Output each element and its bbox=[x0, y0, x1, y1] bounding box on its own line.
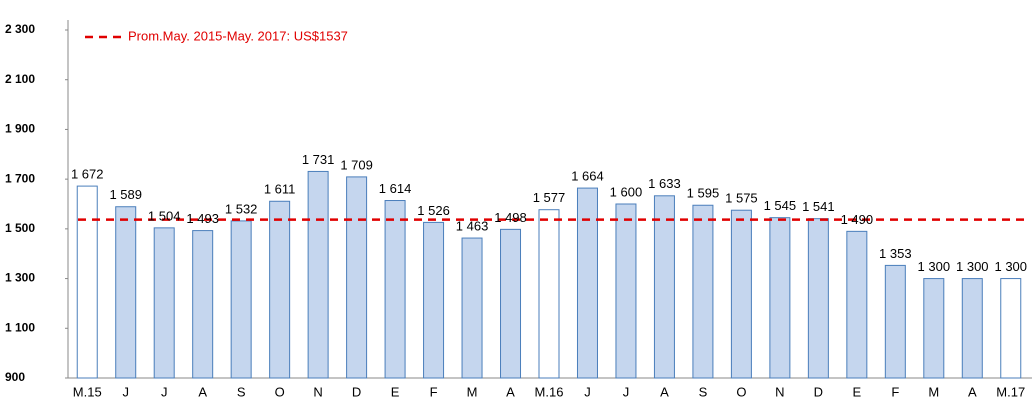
bar bbox=[461, 237, 483, 379]
value-label: 1 611 bbox=[264, 182, 296, 197]
y-tick-label: 1 700 bbox=[5, 171, 35, 185]
bar bbox=[692, 204, 714, 379]
y-tick-label: 1 100 bbox=[5, 320, 35, 334]
x-tick-label: J bbox=[623, 384, 630, 399]
value-label: 1 545 bbox=[764, 198, 797, 213]
x-tick-label: F bbox=[430, 384, 438, 399]
legend-label: Prom.May. 2015-May. 2017: US$1537 bbox=[128, 28, 348, 43]
value-label: 1 490 bbox=[841, 212, 874, 227]
value-label: 1 731 bbox=[302, 152, 335, 167]
bar bbox=[384, 200, 406, 379]
x-tick-label: S bbox=[237, 384, 246, 399]
x-tick-label: E bbox=[391, 384, 400, 399]
bar bbox=[423, 221, 445, 379]
bar bbox=[192, 230, 214, 379]
y-tick-label: 900 bbox=[5, 370, 25, 384]
x-tick-label: M bbox=[467, 384, 478, 399]
y-tick-label: 1 500 bbox=[5, 221, 35, 235]
bar bbox=[615, 203, 637, 379]
y-tick-label: 1 900 bbox=[5, 122, 35, 136]
bar bbox=[846, 230, 868, 379]
bar bbox=[769, 217, 791, 379]
value-label: 1 300 bbox=[956, 259, 989, 274]
y-tick-label: 1 300 bbox=[5, 271, 35, 285]
value-label: 1 498 bbox=[494, 210, 527, 225]
x-tick-label: J bbox=[161, 384, 168, 399]
bar bbox=[538, 209, 560, 379]
bar bbox=[576, 187, 598, 379]
bar bbox=[961, 278, 983, 379]
value-label: 1 504 bbox=[148, 208, 181, 223]
x-tick-label: A bbox=[506, 384, 515, 399]
bar bbox=[1000, 278, 1022, 379]
value-label: 1 672 bbox=[71, 167, 104, 182]
bar bbox=[923, 278, 945, 379]
y-tick-label: 2 300 bbox=[5, 22, 35, 36]
x-tick-label: A bbox=[198, 384, 207, 399]
value-label: 1 577 bbox=[533, 190, 566, 205]
x-tick-label: F bbox=[891, 384, 899, 399]
bar bbox=[730, 209, 752, 379]
bar bbox=[807, 218, 829, 379]
value-label: 1 526 bbox=[417, 203, 450, 218]
value-label: 1 353 bbox=[879, 246, 912, 261]
x-tick-label: N bbox=[775, 384, 784, 399]
x-tick-label: D bbox=[814, 384, 823, 399]
x-tick-label: M bbox=[928, 384, 939, 399]
bar bbox=[115, 206, 137, 379]
bar bbox=[884, 264, 906, 379]
x-tick-label: O bbox=[275, 384, 285, 399]
x-tick-label: M.15 bbox=[73, 384, 102, 399]
value-label: 1 575 bbox=[725, 191, 758, 206]
bar bbox=[307, 170, 329, 379]
x-tick-label: J bbox=[584, 384, 591, 399]
bar bbox=[500, 228, 522, 379]
value-label: 1 633 bbox=[648, 176, 681, 191]
x-tick-label: M.16 bbox=[535, 384, 564, 399]
bar bbox=[269, 200, 291, 379]
x-tick-label: J bbox=[122, 384, 129, 399]
y-tick-label: 2 100 bbox=[5, 72, 35, 86]
x-tick-label: A bbox=[968, 384, 977, 399]
x-tick-label: M.17 bbox=[996, 384, 1025, 399]
value-label: 1 300 bbox=[994, 259, 1027, 274]
bar bbox=[653, 195, 675, 379]
value-label: 1 595 bbox=[687, 186, 720, 201]
x-tick-label: N bbox=[313, 384, 322, 399]
bar bbox=[230, 220, 252, 379]
value-label: 1 600 bbox=[610, 184, 643, 199]
value-label: 1 709 bbox=[340, 157, 373, 172]
value-label: 1 532 bbox=[225, 201, 258, 216]
value-label: 1 664 bbox=[571, 169, 604, 184]
bar bbox=[153, 227, 175, 379]
x-tick-label: S bbox=[699, 384, 708, 399]
value-label: 1 300 bbox=[918, 259, 951, 274]
x-tick-label: D bbox=[352, 384, 361, 399]
x-tick-label: E bbox=[853, 384, 862, 399]
value-label: 1 589 bbox=[109, 187, 142, 202]
x-tick-label: A bbox=[660, 384, 669, 399]
value-label: 1 614 bbox=[379, 181, 412, 196]
x-tick-label: O bbox=[736, 384, 746, 399]
value-label: 1 463 bbox=[456, 218, 489, 233]
value-label: 1 541 bbox=[802, 199, 835, 214]
bar bbox=[346, 176, 368, 379]
bar bbox=[76, 185, 98, 379]
value-label: 1 493 bbox=[186, 211, 219, 226]
